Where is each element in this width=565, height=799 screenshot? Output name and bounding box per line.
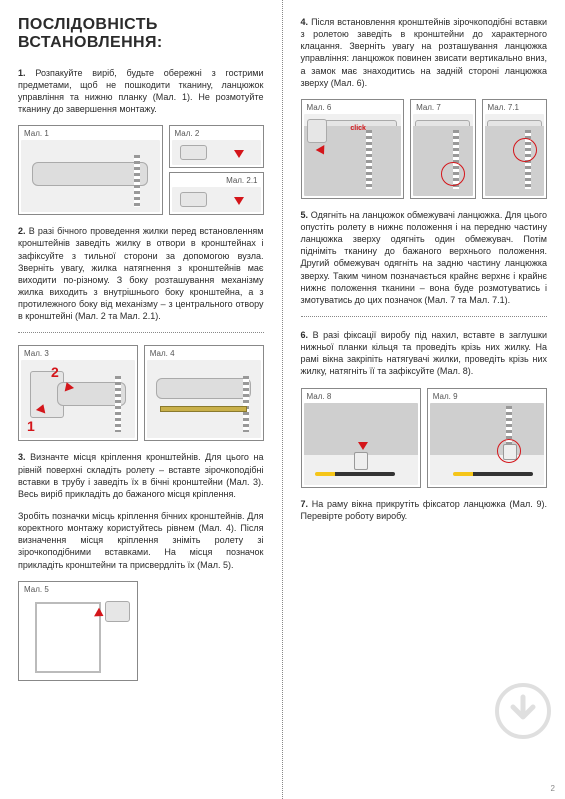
figure-7-1-label: Мал. 7.1 xyxy=(483,100,546,112)
step-text-3: Визначте місця кріплення кронштейнів. Дл… xyxy=(18,452,264,498)
paragraph-7: 7. На раму вікна прикрутіть фіксатор лан… xyxy=(301,498,548,522)
page-title: ПОСЛІДОВНІСТЬ ВСТАНОВЛЕННЯ: xyxy=(18,16,264,53)
page: ПОСЛІДОВНІСТЬ ВСТАНОВЛЕННЯ: 1. Розпакуйт… xyxy=(0,0,565,799)
step-text-4: Після встановлення кронштейнів зірочкопо… xyxy=(301,17,548,88)
red-number-2: 2 xyxy=(51,364,59,380)
step-number-4: 4. xyxy=(301,17,309,27)
figure-2-label: Мал. 2 xyxy=(170,126,263,138)
figure-6-body: click xyxy=(304,114,402,196)
red-number-1: 1 xyxy=(27,418,35,434)
figure-row-1: Мал. 1 Мал. 2 Мал. 2.1 xyxy=(18,125,264,215)
step-number-2: 2. xyxy=(18,226,26,236)
figure-5-label: Мал. 5 xyxy=(19,582,137,594)
paragraph-4: 4. Після встановлення кронштейнів зірочк… xyxy=(301,16,548,89)
figure-row-5: Мал. 8 Мал. 9 xyxy=(301,388,548,488)
step-number-1: 1. xyxy=(18,68,26,78)
watermark-icon xyxy=(495,683,551,739)
figure-2-body xyxy=(172,140,261,165)
figure-4: Мал. 4 xyxy=(144,345,264,441)
figure-row-3: Мал. 5 xyxy=(18,581,264,681)
step-text-5: Одягніть на ланцюжок обмежувачі ланцюжка… xyxy=(301,210,548,305)
figure-7-1-body xyxy=(485,114,544,196)
left-column: ПОСЛІДОВНІСТЬ ВСТАНОВЛЕННЯ: 1. Розпакуйт… xyxy=(0,0,283,799)
figure-2: Мал. 2 xyxy=(169,125,264,168)
step-number-7: 7. xyxy=(301,499,309,509)
figure-3-label: Мал. 3 xyxy=(19,346,137,358)
paragraph-1: 1. Розпакуйте виріб, будьте обережні з г… xyxy=(18,67,264,116)
paragraph-5: 5. Одягніть на ланцюжок обмежувачі ланцю… xyxy=(301,209,548,306)
figure-8-body xyxy=(304,403,418,485)
figure-2-1-label: Мал. 2.1 xyxy=(170,173,263,185)
figure-7-label: Мал. 7 xyxy=(411,100,474,112)
figure-6-label: Мал. 6 xyxy=(302,100,404,112)
figure-1: Мал. 1 xyxy=(18,125,163,215)
figure-7-body xyxy=(413,114,472,196)
divider-right xyxy=(301,316,548,317)
figure-8-label: Мал. 8 xyxy=(302,389,420,401)
paragraph-2: 2. В разі бічного проведення жилки перед… xyxy=(18,225,264,322)
right-column: 4. Після встановлення кронштейнів зірочк… xyxy=(283,0,565,799)
figure-4-body xyxy=(147,360,261,438)
step-number-6: 6. xyxy=(301,330,309,340)
figure-row-2: Мал. 3 1 2 Мал. 4 xyxy=(18,345,264,441)
figure-1-body xyxy=(21,140,160,212)
figure-3: Мал. 3 1 2 xyxy=(18,345,138,441)
paragraph-6: 6. В разі фіксації виробу під нахил, вст… xyxy=(301,329,548,378)
step-text-6: В разі фіксації виробу під нахил, вставт… xyxy=(301,330,548,376)
figure-8: Мал. 8 xyxy=(301,388,421,488)
figure-5-body xyxy=(21,596,135,678)
page-number: 2 xyxy=(551,784,555,793)
divider-left xyxy=(18,332,264,333)
figure-1-label: Мал. 1 xyxy=(19,126,162,138)
figure-6: Мал. 6 click xyxy=(301,99,405,199)
figure-7-1: Мал. 7.1 xyxy=(482,99,547,199)
step-text-1: Розпакуйте виріб, будьте обережні з гост… xyxy=(18,68,264,114)
click-label: click xyxy=(350,125,366,132)
figure-4-label: Мал. 4 xyxy=(145,346,263,358)
figure-row-4: Мал. 6 click Мал. 7 Ма xyxy=(301,99,548,199)
figure-5: Мал. 5 xyxy=(18,581,138,681)
figure-7: Мал. 7 xyxy=(410,99,475,199)
step-number-5: 5. xyxy=(301,210,309,220)
paragraph-3b: Зробіть позначки місць кріплення бічних … xyxy=(18,510,264,571)
step-number-3: 3. xyxy=(18,452,26,462)
step-text-2: В разі бічного проведення жилки перед вс… xyxy=(18,226,264,321)
figure-9: Мал. 9 xyxy=(427,388,547,488)
figure-2-1: Мал. 2.1 xyxy=(169,172,264,215)
figure-9-body xyxy=(430,403,544,485)
figure-9-label: Мал. 9 xyxy=(428,389,546,401)
step-text-7: На раму вікна прикрутіть фіксатор ланцюж… xyxy=(301,499,548,521)
figure-2-1-body xyxy=(172,187,261,212)
figure-3-body: 1 2 xyxy=(21,360,135,438)
paragraph-3: 3. Визначте місця кріплення кронштейнів.… xyxy=(18,451,264,500)
